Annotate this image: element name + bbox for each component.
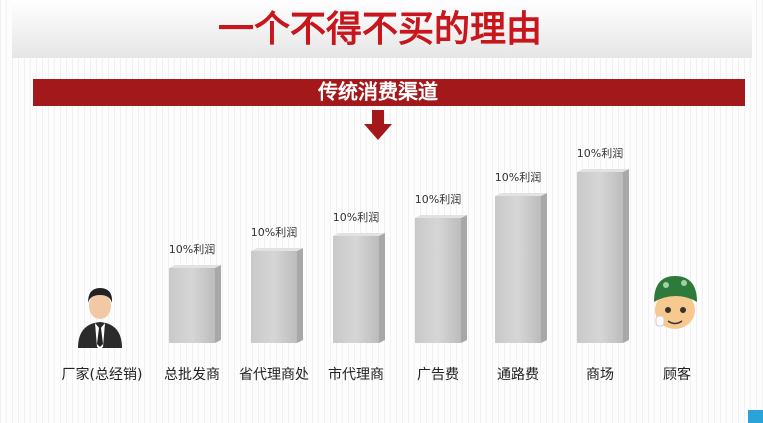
step-label: 通路费 [497, 367, 539, 383]
profit-label: 10%利润 [251, 225, 297, 239]
bar-side [379, 233, 385, 343]
step-label: 广告费 [417, 367, 459, 383]
profit-label: 10%利润 [415, 192, 461, 206]
bar-side [215, 265, 221, 343]
manufacturer-icon [78, 288, 122, 349]
arrow [364, 110, 392, 140]
step-label: 总批发商 [164, 367, 220, 383]
step-label: 商场 [586, 367, 614, 383]
bar [251, 251, 297, 343]
bar-side [461, 215, 467, 343]
bar-side [297, 248, 303, 343]
step-label: 顾客 [663, 366, 691, 383]
step-label: 省代理商处 [239, 367, 309, 383]
bar-side [541, 193, 547, 343]
banner-label: 传统消费渠道 [317, 80, 438, 104]
profit-label: 10%利润 [333, 210, 379, 224]
customer-icon [654, 276, 697, 329]
bar-top [577, 169, 629, 172]
profit-label: 10%利润 [577, 146, 623, 160]
profit-label: 10%利润 [495, 170, 541, 184]
bar [333, 236, 379, 343]
step-label: 市代理商 [328, 366, 384, 383]
bar-top [169, 265, 221, 268]
corner-icon [748, 410, 763, 423]
profit-label: 10%利润 [169, 242, 215, 256]
bar [415, 218, 461, 343]
bar-top [415, 215, 467, 218]
bar [577, 172, 623, 343]
bar-side [623, 169, 629, 343]
title: 一个不得不买的理由 [218, 9, 542, 50]
bar-top [495, 193, 547, 196]
step-label: 厂家(总经销) [62, 366, 143, 383]
header-band [12, 0, 752, 58]
bar [495, 196, 541, 343]
bar-top [251, 248, 303, 251]
banner [33, 79, 745, 106]
bar [169, 268, 215, 343]
bar-top [333, 233, 385, 236]
